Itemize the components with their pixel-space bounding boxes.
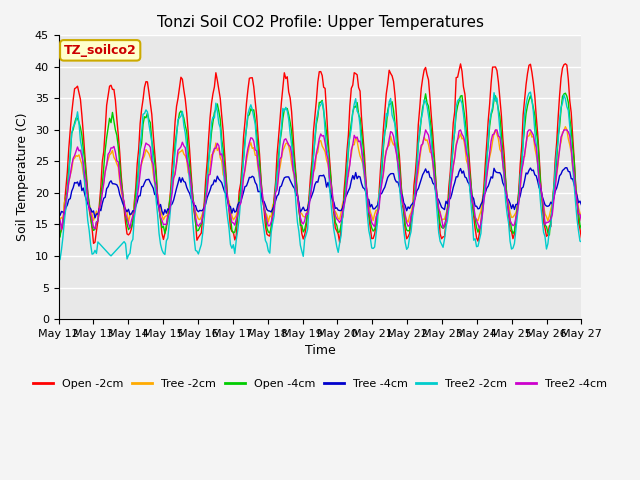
- Tree -4cm: [550, 195, 557, 201]
- Tree2 -4cm: [422, 127, 429, 133]
- Open -2cm: [120, 206, 128, 212]
- Open -2cm: [561, 61, 569, 67]
- Tree -4cm: [230, 205, 237, 211]
- Legend: Open -2cm, Tree -2cm, Open -4cm, Tree -4cm, Tree2 -2cm, Tree2 -4cm: Open -2cm, Tree -2cm, Open -4cm, Tree -4…: [28, 374, 612, 393]
- Open -2cm: [230, 229, 237, 235]
- Tree2 -2cm: [285, 116, 292, 122]
- Tree -2cm: [125, 220, 132, 226]
- Tree2 -2cm: [55, 256, 63, 262]
- Open -4cm: [285, 111, 292, 117]
- Open -4cm: [56, 234, 64, 240]
- Tree2 -2cm: [212, 100, 220, 106]
- Tree2 -4cm: [285, 142, 292, 148]
- Open -2cm: [55, 232, 63, 238]
- Tree -4cm: [55, 213, 63, 218]
- Line: Tree2 -2cm: Tree2 -2cm: [59, 92, 581, 260]
- Tree -4cm: [212, 179, 220, 185]
- X-axis label: Time: Time: [305, 344, 335, 357]
- Tree2 -4cm: [577, 218, 585, 224]
- Open -4cm: [212, 107, 220, 112]
- Open -2cm: [577, 235, 585, 241]
- Open -4cm: [577, 226, 585, 232]
- Open -2cm: [550, 184, 557, 190]
- Open -4cm: [120, 204, 128, 210]
- Tree2 -4cm: [120, 199, 128, 204]
- Tree -2cm: [55, 214, 63, 220]
- Title: Tonzi Soil CO2 Profile: Upper Temperatures: Tonzi Soil CO2 Profile: Upper Temperatur…: [157, 15, 483, 30]
- Tree -2cm: [238, 184, 246, 190]
- Tree -2cm: [285, 143, 292, 149]
- Open -2cm: [285, 89, 292, 95]
- Tree2 -2cm: [120, 239, 128, 244]
- Tree -2cm: [550, 187, 557, 192]
- Tree2 -2cm: [552, 167, 559, 172]
- Tree -2cm: [119, 195, 127, 201]
- Line: Tree -2cm: Tree -2cm: [59, 127, 581, 223]
- Open -4cm: [550, 186, 557, 192]
- Tree -2cm: [230, 217, 237, 223]
- Open -2cm: [212, 70, 220, 76]
- Tree -4cm: [238, 194, 246, 200]
- Open -2cm: [90, 240, 97, 246]
- Tree -4cm: [120, 204, 128, 209]
- Open -4cm: [230, 230, 237, 236]
- Line: Open -2cm: Open -2cm: [59, 64, 581, 243]
- Tree2 -4cm: [58, 227, 65, 232]
- Tree -2cm: [212, 140, 220, 146]
- Tree -2cm: [561, 124, 569, 130]
- Open -4cm: [561, 90, 569, 96]
- Line: Open -4cm: Open -4cm: [59, 93, 581, 237]
- Tree -4cm: [561, 165, 569, 170]
- Tree2 -4cm: [230, 220, 237, 226]
- Tree2 -2cm: [577, 239, 585, 245]
- Text: TZ_soilco2: TZ_soilco2: [64, 44, 136, 57]
- Open -4cm: [55, 222, 63, 228]
- Line: Tree2 -4cm: Tree2 -4cm: [59, 130, 581, 229]
- Tree -4cm: [285, 174, 292, 180]
- Tree2 -2cm: [238, 175, 246, 181]
- Open -4cm: [238, 171, 246, 177]
- Tree2 -2cm: [527, 89, 534, 95]
- Tree2 -2cm: [230, 242, 237, 248]
- Y-axis label: Soil Temperature (C): Soil Temperature (C): [16, 113, 29, 241]
- Tree2 -4cm: [212, 145, 220, 151]
- Line: Tree -4cm: Tree -4cm: [59, 168, 581, 218]
- Tree -4cm: [577, 202, 585, 208]
- Open -2cm: [238, 161, 246, 167]
- Tree2 -4cm: [552, 186, 559, 192]
- Tree -4cm: [91, 215, 99, 221]
- Tree2 -4cm: [238, 191, 246, 196]
- Tree2 -2cm: [56, 257, 64, 263]
- Tree2 -4cm: [55, 218, 63, 224]
- Tree -2cm: [577, 217, 585, 223]
